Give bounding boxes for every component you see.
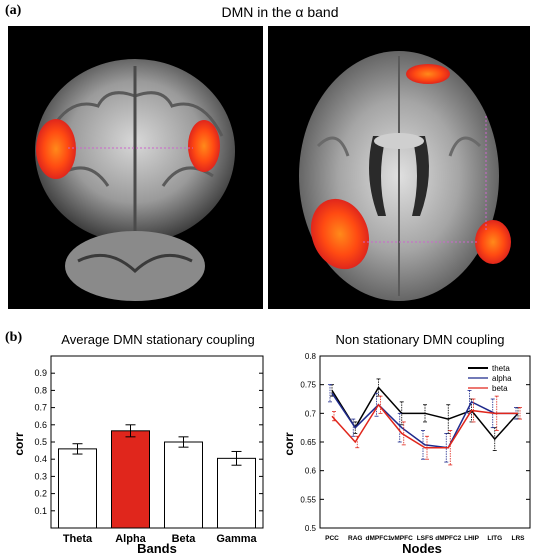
- line-chart-title: Non stationary DMN coupling: [335, 332, 504, 347]
- line-chart-xlabel: Nodes: [402, 541, 442, 556]
- series-line-beta: [331, 403, 518, 449]
- line-chart-ylabel: corr: [282, 432, 296, 456]
- line-chart-ytick-label: 0.6: [305, 467, 317, 476]
- bar-chart-ytick-label: 0.5: [34, 437, 47, 447]
- bar-chart-title: Average DMN stationary coupling: [61, 332, 254, 347]
- line-chart-ytick-label: 0.55: [300, 495, 316, 504]
- line-chart-category-label: LSFS: [417, 535, 434, 542]
- bar-category-label: Gamma: [216, 533, 257, 545]
- bar-alpha: [111, 430, 150, 529]
- line-chart-ytick-label: 0.75: [300, 381, 316, 390]
- bar-chart-ytick-label: 0.1: [34, 506, 47, 516]
- bar-chart-ytick-label: 0.3: [34, 471, 47, 481]
- line-chart-category-label: vMPFC: [391, 535, 413, 542]
- bar-beta: [164, 441, 203, 529]
- bar-category-label: Theta: [63, 533, 93, 545]
- line-chart-category-label: LITG: [487, 535, 502, 542]
- bar-chart-ytick-label: 0.2: [34, 489, 47, 499]
- line-chart-ytick-label: 0.7: [305, 409, 317, 418]
- bar-chart-ylabel: corr: [15, 432, 26, 456]
- bar-chart-ytick-label: 0.4: [34, 454, 47, 464]
- line-chart-category-label: RAG: [348, 535, 362, 542]
- line-chart-category-label: LRS: [512, 535, 526, 542]
- stationary-coupling-bar-chart: Average DMN stationary coupling 0.1 0.2 0.…: [15, 332, 264, 556]
- panel-a-label: (a): [5, 3, 22, 18]
- axial-brain-image: [268, 26, 530, 309]
- bar-gamma: [217, 457, 256, 529]
- non-stationary-coupling-line-chart: Non stationary DMN coupling 0.5 0.55 0.6 0.…: [282, 332, 531, 556]
- panel-b-label: (b): [5, 330, 23, 345]
- line-chart-category-label: LHIP: [464, 535, 479, 542]
- bar-category-label: Alpha: [115, 533, 146, 545]
- coronal-brain-image: [8, 26, 263, 309]
- legend-label-alpha: alpha: [492, 374, 512, 383]
- bar-category-label: Beta: [172, 533, 197, 545]
- legend-label-beta: beta: [492, 384, 508, 393]
- bar-chart-ytick-label: 0.9: [34, 368, 47, 378]
- panel-a-title: DMN in the α band: [221, 4, 339, 20]
- bar-chart-xlabel: Bands: [137, 541, 177, 556]
- bar-chart-ytick-label: 0.7: [34, 403, 47, 413]
- line-chart-ytick-label: 0.5: [305, 524, 317, 533]
- series-line-alpha: [331, 392, 518, 449]
- bar-chart-ytick-label: 0.8: [34, 385, 47, 395]
- bar-chart-ytick-label: 0.6: [34, 420, 47, 430]
- line-chart-category-label: dMPFC1: [366, 535, 392, 542]
- line-chart-ytick-label: 0.65: [300, 438, 316, 447]
- line-chart-category-label: dMPFC2: [435, 535, 461, 542]
- legend-label-theta: theta: [492, 364, 510, 373]
- line-chart-ytick-label: 0.8: [305, 352, 317, 361]
- line-chart-category-label: PCC: [325, 535, 339, 542]
- bar-theta: [58, 448, 97, 529]
